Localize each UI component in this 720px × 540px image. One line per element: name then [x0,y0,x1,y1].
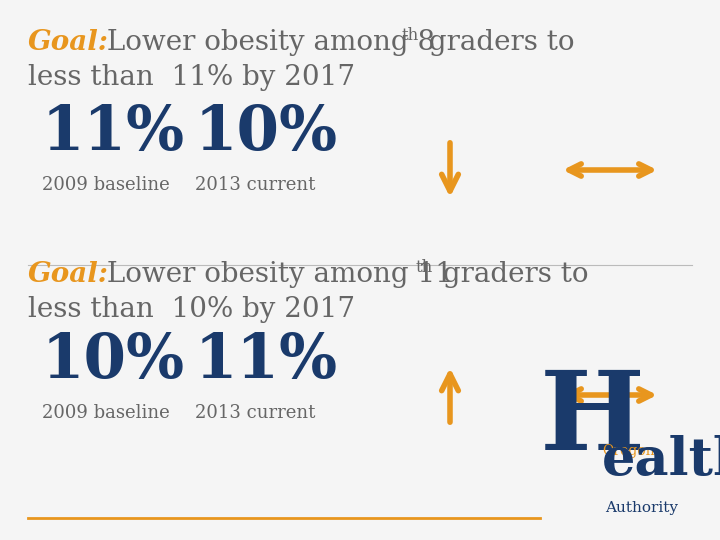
Text: graders to: graders to [434,261,588,288]
Text: less than  10% by 2017: less than 10% by 2017 [28,296,355,323]
Text: 10%: 10% [195,103,338,163]
Text: Goal:: Goal: [28,29,109,56]
Text: Lower obesity among 11: Lower obesity among 11 [98,261,453,288]
Text: less than  11% by 2017: less than 11% by 2017 [28,64,355,91]
Text: th: th [402,27,419,44]
Text: Lower obesity among 8: Lower obesity among 8 [98,29,435,56]
Text: th: th [416,259,433,276]
Text: Goal:: Goal: [28,261,109,288]
Text: Oregon: Oregon [602,444,654,458]
Text: H: H [540,366,645,473]
Text: ealth: ealth [602,435,720,486]
Text: 11%: 11% [195,331,338,391]
Text: 2009 baseline: 2009 baseline [42,176,170,194]
Text: Authority: Authority [605,501,678,515]
Text: 11%: 11% [42,103,185,163]
Text: 2009 baseline: 2009 baseline [42,404,170,422]
Text: 10%: 10% [42,331,185,391]
Text: graders to: graders to [420,29,575,56]
Text: 2013 current: 2013 current [195,404,315,422]
Text: 2013 current: 2013 current [195,176,315,194]
